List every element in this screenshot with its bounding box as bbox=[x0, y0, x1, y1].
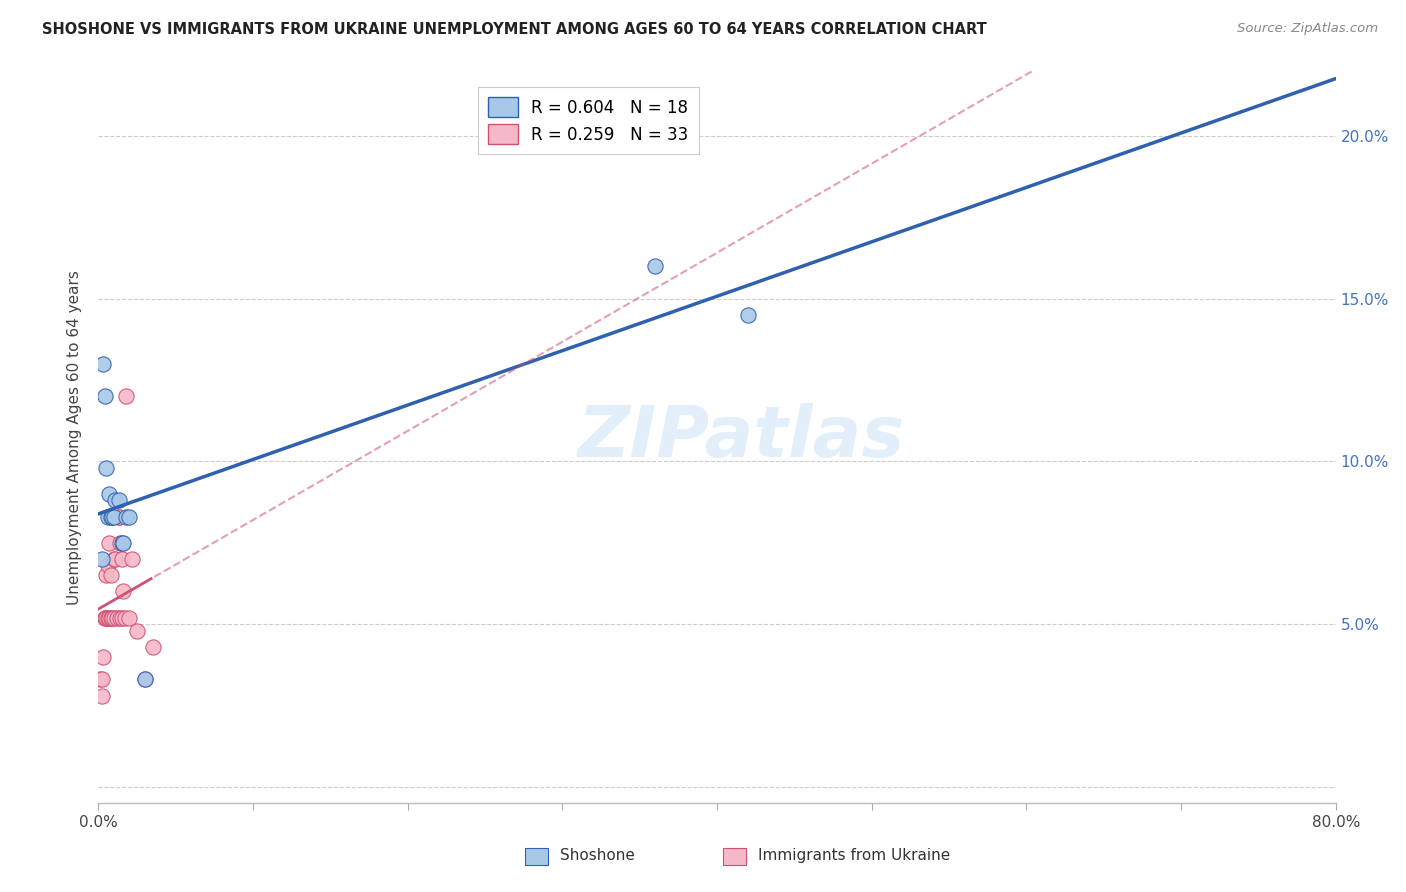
Text: Shoshone: Shoshone bbox=[560, 847, 634, 863]
Point bbox=[118, 509, 141, 524]
Text: ZIPatlas: ZIPatlas bbox=[578, 402, 905, 472]
Point bbox=[91, 357, 114, 371]
Point bbox=[141, 640, 165, 654]
Point bbox=[112, 535, 135, 549]
Bar bbox=[526, 848, 547, 865]
Point bbox=[101, 509, 124, 524]
Point bbox=[93, 610, 115, 624]
Point bbox=[89, 673, 111, 687]
Point bbox=[98, 610, 121, 624]
Y-axis label: Unemployment Among Ages 60 to 64 years: Unemployment Among Ages 60 to 64 years bbox=[67, 269, 83, 605]
Text: SHOSHONE VS IMMIGRANTS FROM UKRAINE UNEMPLOYMENT AMONG AGES 60 TO 64 YEARS CORRE: SHOSHONE VS IMMIGRANTS FROM UKRAINE UNEM… bbox=[42, 22, 987, 37]
Point bbox=[98, 487, 121, 501]
Point bbox=[97, 558, 120, 573]
Bar bbox=[723, 848, 745, 865]
Point bbox=[134, 673, 156, 687]
Point bbox=[104, 552, 127, 566]
Text: Source: ZipAtlas.com: Source: ZipAtlas.com bbox=[1237, 22, 1378, 36]
Point bbox=[91, 649, 114, 664]
Point bbox=[103, 509, 125, 524]
Point bbox=[127, 624, 149, 638]
Point bbox=[96, 610, 118, 624]
Point bbox=[90, 673, 112, 687]
Point bbox=[105, 610, 128, 624]
Point bbox=[107, 509, 129, 524]
Point bbox=[104, 493, 127, 508]
Point bbox=[90, 552, 112, 566]
Point bbox=[97, 509, 120, 524]
Point bbox=[96, 461, 118, 475]
Point bbox=[100, 610, 122, 624]
Point bbox=[101, 610, 124, 624]
Point bbox=[93, 389, 115, 403]
Point bbox=[115, 389, 138, 403]
Point bbox=[98, 535, 121, 549]
Point bbox=[644, 260, 666, 274]
Point bbox=[93, 610, 115, 624]
Point bbox=[121, 552, 143, 566]
Text: Immigrants from Ukraine: Immigrants from Ukraine bbox=[758, 847, 950, 863]
Point bbox=[97, 610, 120, 624]
Point bbox=[108, 535, 131, 549]
Point bbox=[737, 308, 759, 322]
Point bbox=[111, 552, 132, 566]
Point bbox=[103, 610, 125, 624]
Point bbox=[112, 584, 135, 599]
Point bbox=[134, 673, 156, 687]
Point bbox=[100, 509, 122, 524]
Point bbox=[96, 568, 118, 582]
Point bbox=[115, 509, 138, 524]
Point bbox=[118, 610, 141, 624]
Point bbox=[100, 568, 122, 582]
Point bbox=[111, 610, 132, 624]
Point bbox=[107, 493, 129, 508]
Point bbox=[103, 552, 125, 566]
Point bbox=[114, 610, 136, 624]
Legend: R = 0.604   N = 18, R = 0.259   N = 33: R = 0.604 N = 18, R = 0.259 N = 33 bbox=[478, 87, 699, 154]
Point bbox=[107, 509, 129, 524]
Point bbox=[111, 535, 132, 549]
Point bbox=[108, 610, 131, 624]
Point bbox=[90, 689, 112, 703]
